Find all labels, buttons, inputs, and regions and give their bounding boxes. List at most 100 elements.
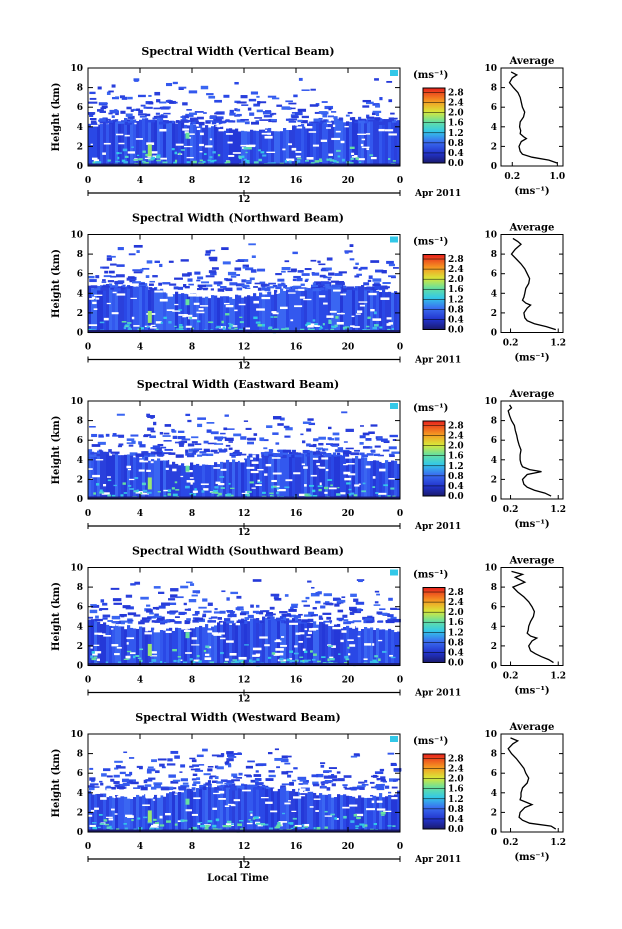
profile-y-tick-label: 0	[491, 162, 497, 172]
x-tick-label: 20	[342, 676, 355, 686]
y-axis-label: Height (km)	[51, 249, 62, 318]
profile-frame	[500, 733, 564, 833]
profile-y-tick-label: 8	[491, 250, 497, 260]
panel-3: Spectral Width (Eastward Beam) Height (km…	[51, 378, 566, 538]
y-tick-label: 10	[70, 231, 83, 241]
colorbar-unit: (ms⁻¹)	[413, 736, 448, 747]
x-tick-label: 20	[342, 176, 355, 186]
colorbar-tick-label: 2.4	[448, 99, 464, 109]
x-tick-label: 12	[238, 676, 251, 686]
colorbar-tick-label: 2.4	[448, 765, 464, 775]
colorbar-tick-label: 0.4	[448, 149, 464, 159]
y-tick-label: 4	[77, 456, 83, 466]
profile-x-tick-label: 1.2	[550, 339, 566, 349]
x-tick-label: 0	[397, 509, 403, 519]
x-tick-label: 12	[238, 509, 251, 519]
colorbar-tick-label: 0.0	[448, 659, 464, 669]
profile-x-tick-label: 0.2	[503, 339, 519, 349]
colorbar-unit: (ms⁻¹)	[413, 70, 448, 81]
profile-y-tick-label: 6	[491, 270, 497, 280]
date-label: Apr 2011	[414, 855, 461, 865]
colorbar-tick-label: 0.8	[448, 139, 464, 149]
profile-frame	[500, 234, 564, 333]
profile-x-tick-label: 1.2	[550, 505, 566, 515]
x-tick-label: 12	[238, 176, 251, 186]
profile-y-tick-label: 10	[484, 397, 497, 407]
y-tick-label: 6	[77, 769, 83, 779]
x-tick-label: 20	[342, 343, 355, 353]
y-axis-label: Height (km)	[51, 582, 62, 651]
x-tick-label: 0	[85, 676, 91, 686]
x-tick-label: 8	[189, 509, 195, 519]
date-tick-label: 12	[238, 861, 251, 871]
y-tick-label: 8	[77, 750, 83, 760]
x-tick-label: 0	[85, 176, 91, 186]
profile-y-tick-label: 0	[491, 495, 497, 505]
x-tick-label: 0	[85, 343, 91, 353]
colorbar-tick-label: 1.6	[448, 119, 464, 129]
profile-line	[507, 737, 557, 830]
panel-2: Spectral Width (Northward Beam) Height (k…	[51, 212, 566, 372]
profile-title: Average	[509, 223, 555, 234]
x-tick-label: 4	[137, 343, 143, 353]
heatmap-field	[88, 569, 401, 667]
panel-title: Spectral Width (Southward Beam)	[132, 545, 344, 558]
colorbar-tick-label: 1.6	[448, 618, 464, 628]
date-tick-label: 12	[238, 528, 251, 538]
profile-title: Average	[509, 56, 555, 67]
date-tick-label: 12	[238, 362, 251, 372]
date-label: Apr 2011	[414, 356, 461, 366]
profile-y-tick-label: 0	[491, 329, 497, 339]
colorbar-tick-label: 2.0	[448, 608, 464, 618]
profile-line	[511, 570, 554, 664]
profile-y-tick-label: 6	[491, 436, 497, 446]
y-tick-label: 10	[70, 564, 83, 574]
x-tick-label: 0	[397, 676, 403, 686]
colorbar-tick-label: 2.0	[448, 109, 464, 119]
y-tick-label: 4	[77, 123, 83, 133]
profile-y-tick-label: 4	[491, 289, 497, 299]
date-label: Apr 2011	[414, 522, 461, 532]
colorbar-tick-label: 0.4	[448, 482, 464, 492]
profile-frame	[500, 67, 564, 167]
colorbar	[422, 587, 446, 663]
panel-title: Spectral Width (Vertical Beam)	[141, 45, 334, 58]
panel-1: Spectral Width (Vertical Beam) Height (km…	[51, 45, 565, 205]
colorbar-tick-label: 1.6	[448, 285, 464, 295]
y-tick-label: 2	[77, 142, 83, 152]
y-tick-label: 6	[77, 436, 83, 446]
profile-y-tick-label: 4	[491, 622, 497, 632]
y-tick-label: 10	[70, 397, 83, 407]
y-tick-label: 2	[77, 642, 83, 652]
y-tick-label: 4	[77, 622, 83, 632]
y-tick-label: 0	[77, 495, 83, 505]
profile-y-tick-label: 4	[491, 456, 497, 466]
heatmap-field	[88, 236, 401, 334]
colorbar-tick-label: 2.4	[448, 265, 464, 275]
colorbar-tick-label: 1.2	[448, 795, 464, 805]
colorbar-tick-label: 1.2	[448, 628, 464, 638]
x-tick-label: 16	[290, 842, 303, 852]
y-tick-label: 2	[77, 808, 83, 818]
profile-x-label: (ms⁻¹)	[514, 353, 549, 364]
x-tick-label: 8	[189, 343, 195, 353]
profile-x-tick-label: 0.2	[503, 505, 519, 515]
profile-x-tick-label: 1.2	[550, 672, 566, 682]
profile-frame	[500, 567, 564, 666]
colorbar-tick-label: 2.8	[448, 422, 464, 432]
colorbar-tick-label: 0.0	[448, 492, 464, 502]
profile-x-label: (ms⁻¹)	[514, 852, 549, 863]
panel-title: Spectral Width (Westward Beam)	[135, 711, 340, 724]
y-tick-label: 8	[77, 417, 83, 427]
y-tick-label: 8	[77, 84, 83, 94]
x-axis-label: Local Time	[207, 873, 269, 884]
colorbar-tick-label: 2.8	[448, 588, 464, 598]
y-tick-label: 4	[77, 789, 83, 799]
colorbar	[422, 420, 446, 497]
colorbar	[422, 87, 446, 164]
profile-y-tick-label: 2	[491, 142, 497, 152]
colorbar-tick-label: 0.0	[448, 825, 464, 835]
profile-y-tick-label: 6	[491, 769, 497, 779]
x-tick-label: 16	[290, 676, 303, 686]
colorbar-tick-label: 2.8	[448, 89, 464, 99]
